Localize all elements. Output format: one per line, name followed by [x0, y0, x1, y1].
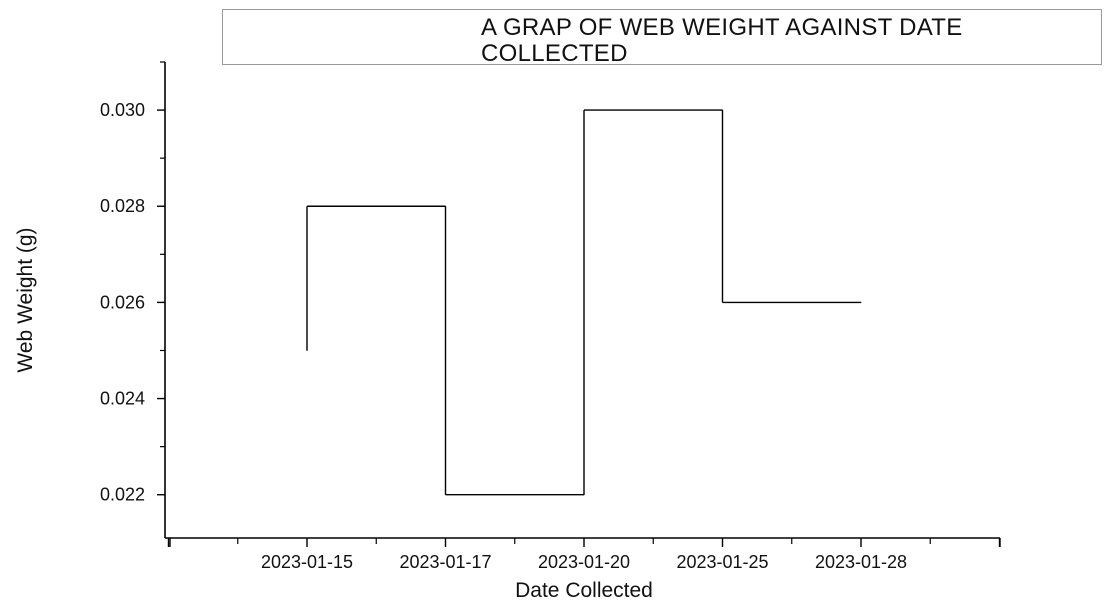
- x-tick-label: 2023-01-28: [815, 552, 907, 572]
- y-tick-label: 0.026: [100, 292, 145, 312]
- data-point: [583, 494, 585, 496]
- x-tick-label: 2023-01-15: [261, 552, 353, 572]
- y-tick-label: 0.022: [100, 485, 145, 505]
- y-tick-label: 0.028: [100, 196, 145, 216]
- chart-title: A GRAP OF WEB WEIGHT AGAINST DATE COLLEC…: [481, 14, 963, 67]
- x-axis-title: Date Collected: [515, 579, 653, 602]
- y-tick-label: 0.030: [100, 100, 145, 120]
- data-point: [445, 205, 446, 207]
- axes: 0.022 0.024 0.026 0.028 0.030 2023-01-15 2023-…: [100, 61, 1001, 572]
- chart-marks: [306, 109, 862, 496]
- y-axis-title: Web Weight (g): [14, 227, 37, 372]
- chart-title-box: A GRAP OF WEB WEIGHT AGAINST DATE COLLEC…: [222, 9, 1102, 67]
- data-point: [306, 349, 308, 351]
- y-tick-label: 0.024: [100, 389, 145, 409]
- x-tick-label: 2023-01-17: [399, 552, 491, 572]
- data-point: [860, 301, 862, 303]
- x-tick-label: 2023-01-20: [538, 552, 630, 572]
- x-tick-label: 2023-01-25: [676, 552, 768, 572]
- data-point: [722, 109, 723, 111]
